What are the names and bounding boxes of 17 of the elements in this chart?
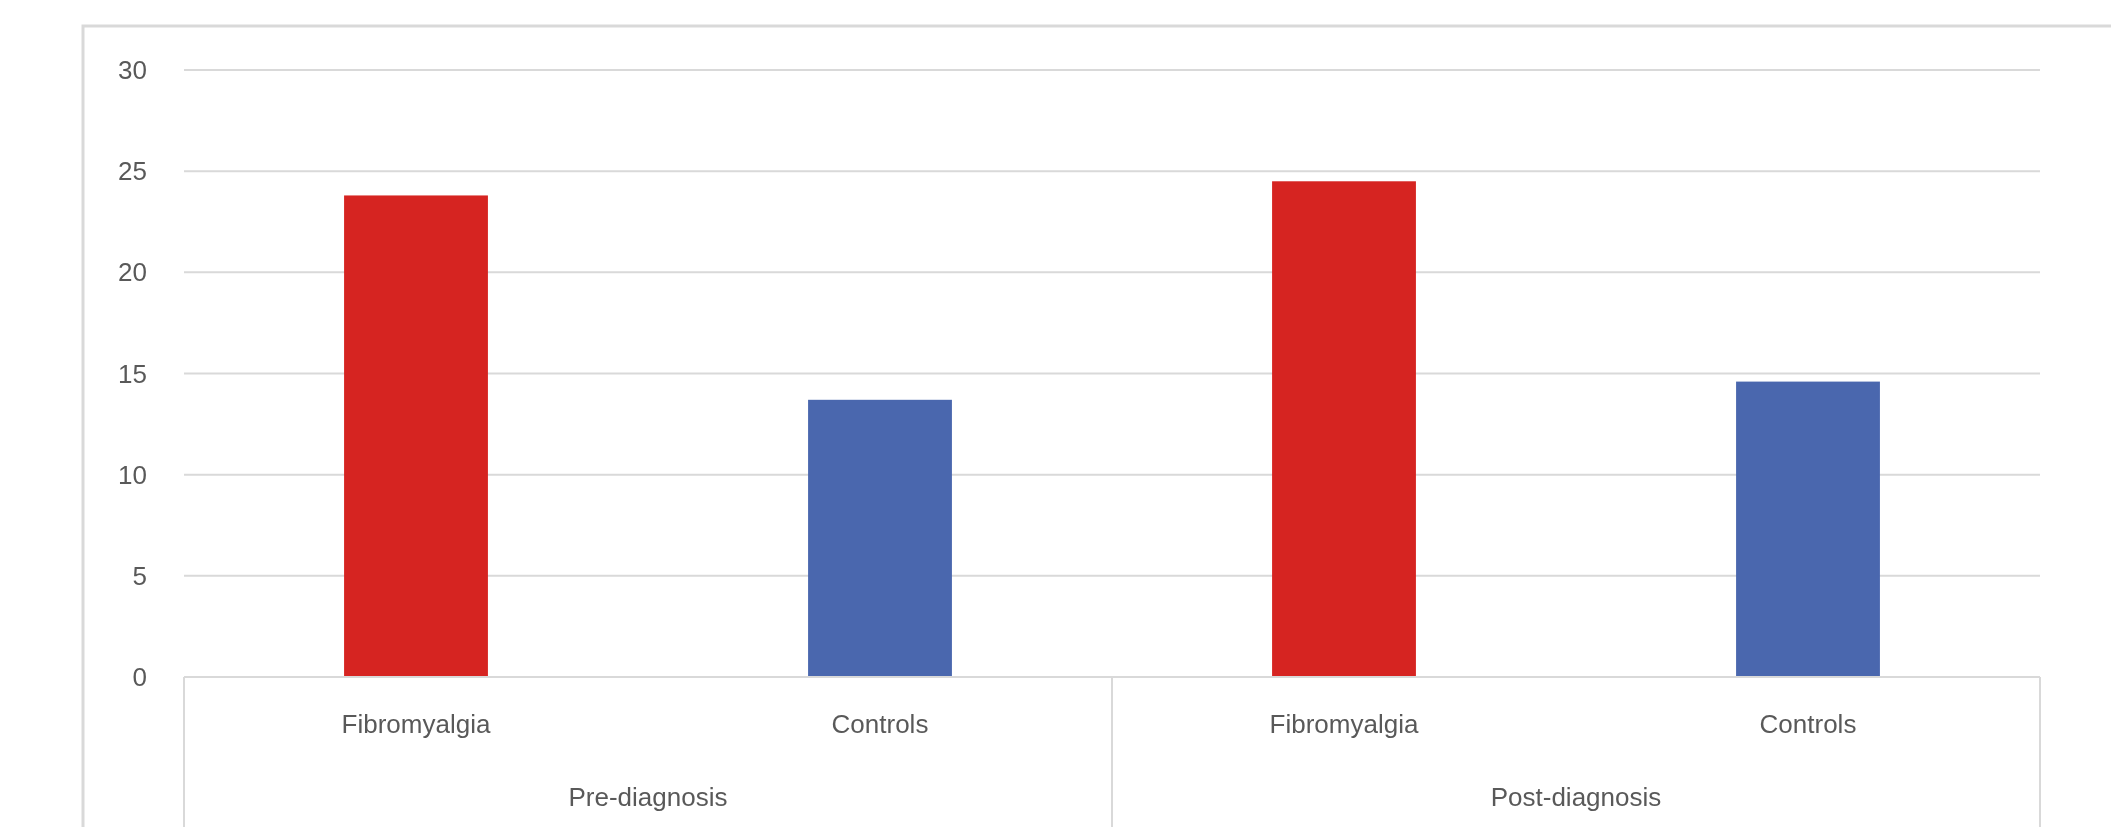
text: Pre-diagnosis — [568, 782, 728, 813]
bar — [1736, 381, 1880, 677]
x-tick-label: Fibromyalgia — [1269, 709, 1419, 740]
bar — [344, 195, 488, 677]
x-tick-label: Fibromyalgia — [341, 709, 491, 740]
y-tick-label: 30 — [118, 55, 147, 86]
x-tick-label: Controls — [831, 709, 929, 740]
y-tick-label: 10 — [118, 459, 147, 490]
bar — [1272, 181, 1416, 677]
y-tick-label: 0 — [132, 662, 147, 693]
bar — [808, 399, 952, 677]
x-tick-label: Controls — [1759, 709, 1857, 740]
y-tick-label: 5 — [132, 560, 147, 591]
y-tick-label: 15 — [118, 358, 147, 389]
y-tick-label: 25 — [118, 156, 147, 187]
text: Post-diagnosis — [1490, 782, 1662, 813]
y-tick-label: 20 — [118, 257, 147, 288]
